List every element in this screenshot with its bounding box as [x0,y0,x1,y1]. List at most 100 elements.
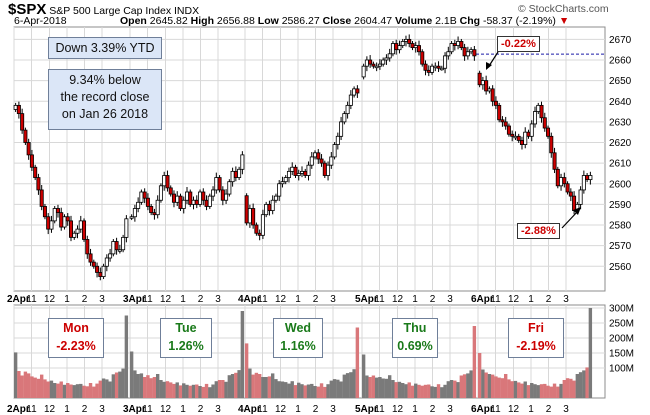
candle-body [227,181,232,195]
volume-bar [124,315,129,398]
volume-bar [108,381,112,398]
record-note: 9.34% below the record close on Jan 26 2… [48,69,162,130]
candle-body [29,154,34,168]
candle-body [136,201,141,209]
candle-body [16,104,21,115]
date-label: 6-Apr-2018 [14,15,67,27]
volume-bar [323,386,327,398]
candle-body [436,65,441,69]
candle-body [240,154,245,170]
change-value: -58.37 (-2.19%) [482,15,556,27]
time-tick-label-volume: 6Apr [471,404,494,415]
candle-body [139,191,144,203]
volume-bar [162,381,166,398]
time-tick-label: 3 [99,294,105,305]
candle-body [487,88,492,92]
volume-bar [146,375,150,398]
volume-bar [36,378,41,398]
candle-body [178,195,183,209]
candle-body [158,185,163,201]
day-name: Wed [284,321,312,335]
candle-body [368,59,373,65]
volume-bar [513,380,518,398]
volume-bar [306,384,311,398]
day-pct: 1.16% [280,339,316,353]
volume-bar [414,383,418,398]
candle-body [267,203,272,211]
candle-body [484,80,489,92]
day-pct: 1.26% [168,339,204,353]
time-tick-label: 11 [374,294,385,305]
candle-body [132,208,137,218]
volume-bar [175,382,179,398]
time-tick-label: 5Apr [355,294,378,305]
volume-bar [234,372,238,398]
candle-body [111,241,116,255]
exchange: INDX [174,5,200,17]
time-tick-label: 3 [447,294,453,305]
volume-bar [149,378,153,398]
day-box-wed: Wed 1.16% [273,318,323,358]
volume-bar [244,343,249,398]
candle-body [410,43,415,49]
candle-body [46,216,51,230]
volume-bar [533,384,537,398]
volume-bar [423,384,428,398]
ytd-note: Down 3.39% YTD [48,37,162,59]
candle-body [533,111,538,125]
volume-bar [430,386,434,398]
volume-bar [449,380,454,398]
candle-body [420,51,425,65]
volume-bar [85,386,89,398]
volume-bar [575,374,580,398]
price-tick-label: 2580 [609,221,632,232]
day-pct: -2.19% [516,339,556,353]
candle-body [23,129,28,143]
time-tick-label-volume: 1 [528,404,534,415]
candle-body [316,152,321,160]
time-tick-label-volume: 1 [64,404,70,415]
candle-body [171,193,176,203]
volume-bar [391,380,395,398]
volume-bar [237,370,241,398]
candle-body [562,177,567,185]
volume-bar [172,383,176,398]
time-tick-label: 2 [82,294,88,305]
volume-bar [520,383,524,398]
time-tick-label-volume: 12 [392,404,404,415]
candle-body [352,88,357,96]
candle-body [309,156,314,166]
volume-bar [264,377,268,398]
candle-body [364,59,369,67]
time-tick-label: 6Apr [471,294,494,305]
volume-bar [270,373,275,398]
volume-bar [303,385,307,398]
price-tick-label: 2570 [609,241,632,252]
candle-body [546,127,551,137]
volume-bar [227,375,232,398]
volume-bar [30,376,34,398]
volume-bar [342,374,347,398]
volume-bar [152,377,157,398]
time-tick-label: 12 [508,294,520,305]
candle-body [108,253,113,259]
volume-bar [539,384,544,398]
volume-bar [572,380,576,398]
volume-bar [66,383,70,398]
candle-body [251,208,256,226]
friday-pct-label: -2.88% [517,223,560,239]
time-tick-label: 11 [257,294,268,305]
day-name: Thu [403,321,427,335]
candle-body [326,164,331,176]
volume-bar [17,371,21,398]
volume-bar [329,380,334,398]
volume-bar [484,372,488,398]
volume-bar [33,377,37,398]
candle-body [188,191,193,205]
candle-body [283,177,288,183]
volume-bar [105,379,109,398]
candle-body [459,41,464,49]
time-tick-label: 2Apr [7,294,30,305]
candle-body [296,173,301,176]
volume-bar [365,375,369,398]
